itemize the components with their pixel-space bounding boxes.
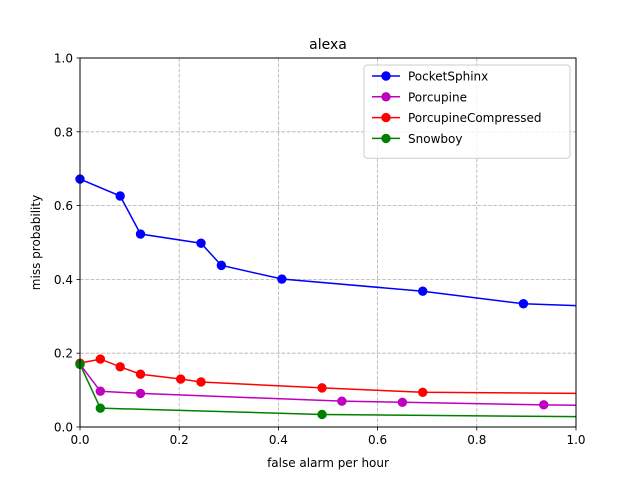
data-point: [418, 387, 428, 398]
series-snowboy: [75, 359, 577, 420]
data-point: [196, 238, 206, 248]
data-point: [135, 388, 146, 399]
data-point: [135, 229, 146, 239]
data-point: [518, 299, 529, 309]
x-tick-label: 0.6: [368, 433, 387, 447]
legend-swatch-marker: [381, 71, 391, 81]
series-line: [79, 363, 577, 406]
legend-item: PocketSphinx: [372, 70, 488, 84]
legend-box: [363, 64, 571, 159]
data-point: [397, 397, 408, 407]
data-point: [277, 274, 287, 284]
data-point: [216, 260, 227, 271]
series-pocketsphinx: [75, 174, 577, 309]
data-point: [95, 386, 106, 396]
data-point: [175, 374, 186, 384]
series-line: [79, 178, 577, 307]
y-tick-label: 0.8: [54, 125, 73, 139]
x-axis-label: false alarm per hour: [267, 456, 389, 470]
legend-label: PocketSphinx: [408, 70, 488, 84]
series-line: [79, 358, 577, 395]
legend: PocketSphinx Porcupine PorcupineCompressed…: [363, 64, 571, 159]
y-tick-label: 0.2: [54, 347, 73, 361]
y-tick-label: 0.6: [54, 199, 73, 213]
legend-item: Porcupine: [372, 90, 467, 104]
data-point: [115, 362, 125, 372]
legend-label: Snowboy: [408, 132, 462, 146]
chart-title: alexa: [309, 37, 347, 53]
x-tick-label: 1.0: [566, 433, 585, 447]
data-point: [337, 396, 347, 406]
series-lines: [75, 174, 577, 420]
legend-label: Porcupine: [408, 90, 467, 104]
x-tick-label: 0.2: [170, 433, 189, 447]
legend-swatch-marker: [381, 133, 391, 144]
series-line: [79, 363, 577, 418]
data-point: [95, 403, 106, 413]
data-point: [95, 354, 106, 364]
data-point: [317, 383, 327, 393]
data-point: [317, 409, 327, 420]
axis-ticks: 0.0 0.2 0.4 0.6 0.8 1.0 0.0 0.2 0.4 0.6 0.8 1.0: [54, 52, 586, 448]
y-tick-label: 0.4: [54, 273, 73, 287]
legend-item: PorcupineCompressed: [372, 111, 542, 125]
y-tick-label: 0.0: [54, 421, 73, 435]
legend-swatch-marker: [381, 112, 391, 123]
data-point: [539, 400, 549, 410]
series-porcupine: [75, 359, 577, 410]
x-tick-label: 0.8: [467, 433, 486, 447]
y-axis-label: miss probability: [29, 195, 43, 290]
legend-label: PorcupineCompressed: [408, 111, 542, 125]
series-porcupinecompressed: [75, 354, 577, 398]
data-point: [135, 369, 146, 379]
y-tick-label: 1.0: [54, 52, 73, 66]
x-tick-label: 0.4: [269, 433, 288, 447]
legend-swatch-marker: [381, 92, 391, 102]
plot-frame: [79, 57, 577, 428]
data-point: [115, 191, 125, 201]
data-point: [418, 286, 428, 296]
x-tick-label: 0.0: [70, 433, 89, 447]
data-point: [196, 377, 206, 387]
legend-item: Snowboy: [372, 132, 462, 146]
